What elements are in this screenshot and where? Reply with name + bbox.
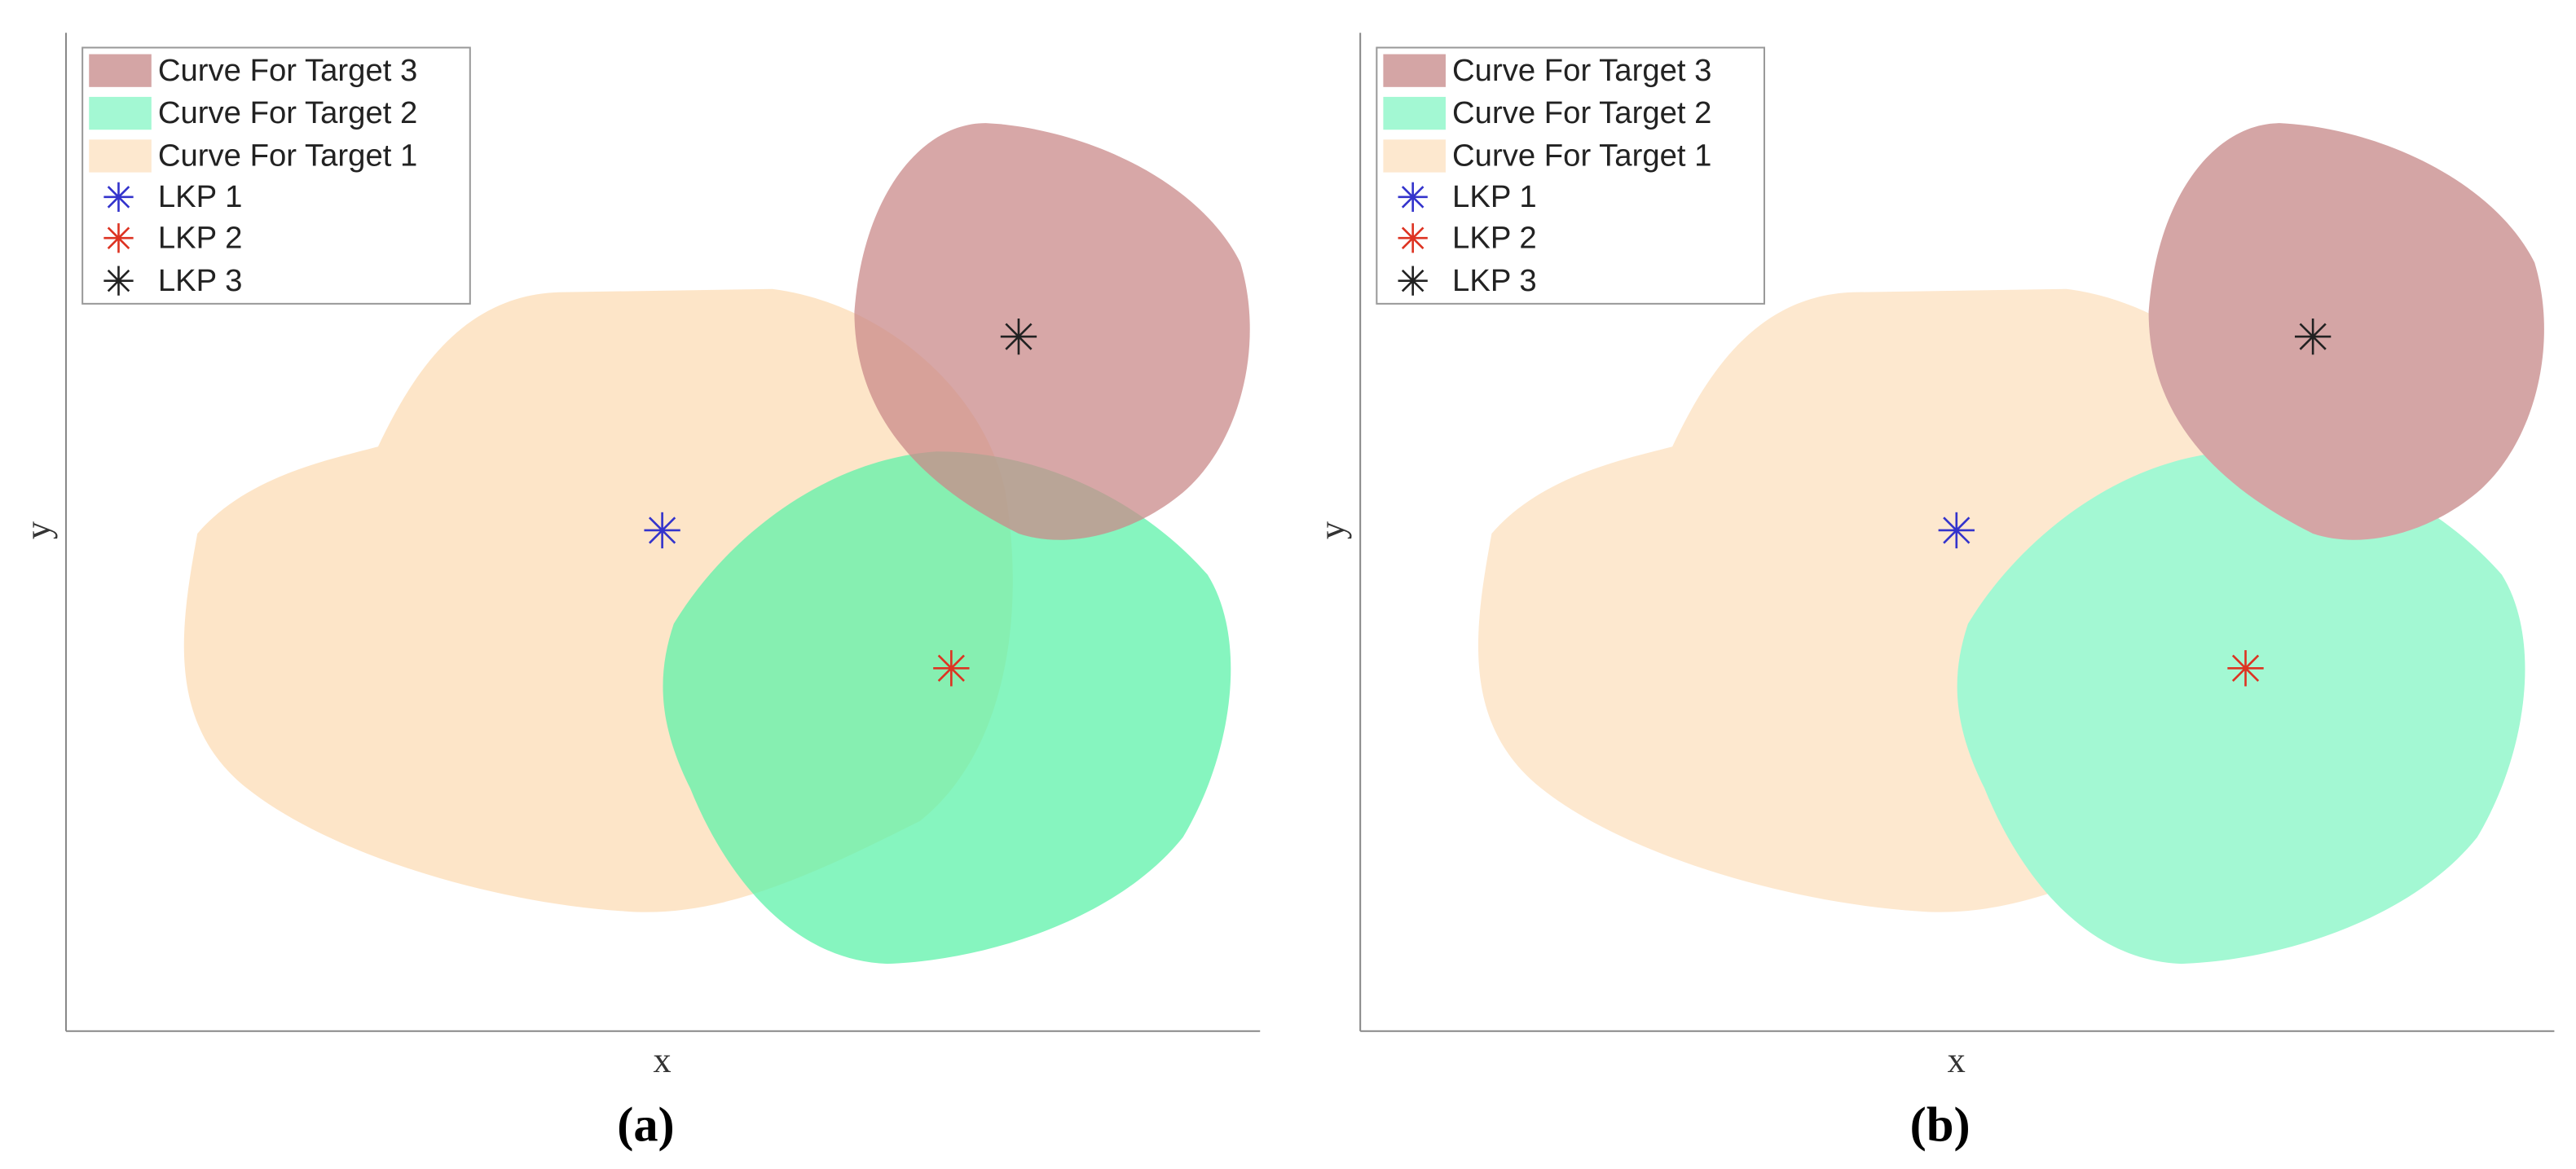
region-target-2 (663, 451, 1231, 965)
region-target-2 (1957, 451, 2525, 965)
legend: Curve For Target 3 Curve For Target 2 Curv… (1376, 46, 1765, 305)
star-marker (1398, 223, 1428, 253)
star-stroke (1943, 516, 1971, 544)
star-marker (933, 650, 970, 687)
legend-swatch (1383, 96, 1446, 130)
legend-swatch (1383, 139, 1446, 173)
legend-label: LKP 1 (158, 179, 243, 214)
star-marker (103, 182, 134, 212)
legend-label: Curve For Target 3 (158, 53, 417, 88)
x-axis-label: x (1948, 1039, 1966, 1080)
y-axis-label: y (17, 521, 58, 539)
region-target-3 (854, 123, 1250, 540)
star-marker (103, 266, 134, 296)
legend-swatch (89, 139, 152, 173)
legend-label: LKP 2 (158, 220, 243, 255)
legend-box (1376, 46, 1765, 305)
star-marker (1398, 182, 1428, 212)
star-stroke (649, 516, 676, 544)
region-target-3 (2148, 123, 2544, 540)
legend-label: LKP 2 (1452, 220, 1537, 255)
legend: Curve For Target 3 Curve For Target 2 Curv… (81, 46, 471, 305)
legend-label: Curve For Target 3 (1452, 53, 1711, 88)
legend-label: LKP 3 (158, 263, 243, 298)
star-marker (1938, 512, 1975, 549)
legend-swatch (1383, 54, 1446, 87)
star-stroke (107, 186, 130, 209)
y-axis-label: y (1311, 521, 1352, 539)
star-stroke (1401, 186, 1425, 209)
star-stroke (937, 654, 965, 682)
star-stroke (2299, 323, 2327, 350)
legend-label: Curve For Target 1 (158, 138, 417, 174)
star-stroke (1401, 226, 1425, 249)
star-marker (1398, 266, 1428, 296)
star-marker (2227, 650, 2264, 687)
x-axis-label: x (654, 1039, 672, 1080)
legend-label: Curve For Target 2 (1452, 95, 1711, 130)
panel-label: (a) (617, 1098, 675, 1153)
star-stroke (107, 226, 130, 249)
star-stroke (1401, 269, 1425, 292)
legend-label: Curve For Target 1 (1452, 138, 1711, 174)
legend-label: LKP 3 (1452, 263, 1537, 298)
star-stroke (2231, 654, 2260, 682)
star-stroke (1005, 323, 1033, 350)
star-marker (2294, 318, 2332, 355)
legend-swatch (89, 54, 152, 87)
star-marker (1000, 318, 1037, 355)
star-marker (103, 223, 134, 253)
legend-box (81, 46, 471, 305)
panel-label: (b) (1910, 1098, 1971, 1153)
legend-swatch (89, 96, 152, 130)
star-stroke (107, 269, 130, 292)
star-marker (644, 512, 680, 549)
legend-label: Curve For Target 2 (158, 95, 417, 130)
legend-label: LKP 1 (1452, 179, 1537, 214)
